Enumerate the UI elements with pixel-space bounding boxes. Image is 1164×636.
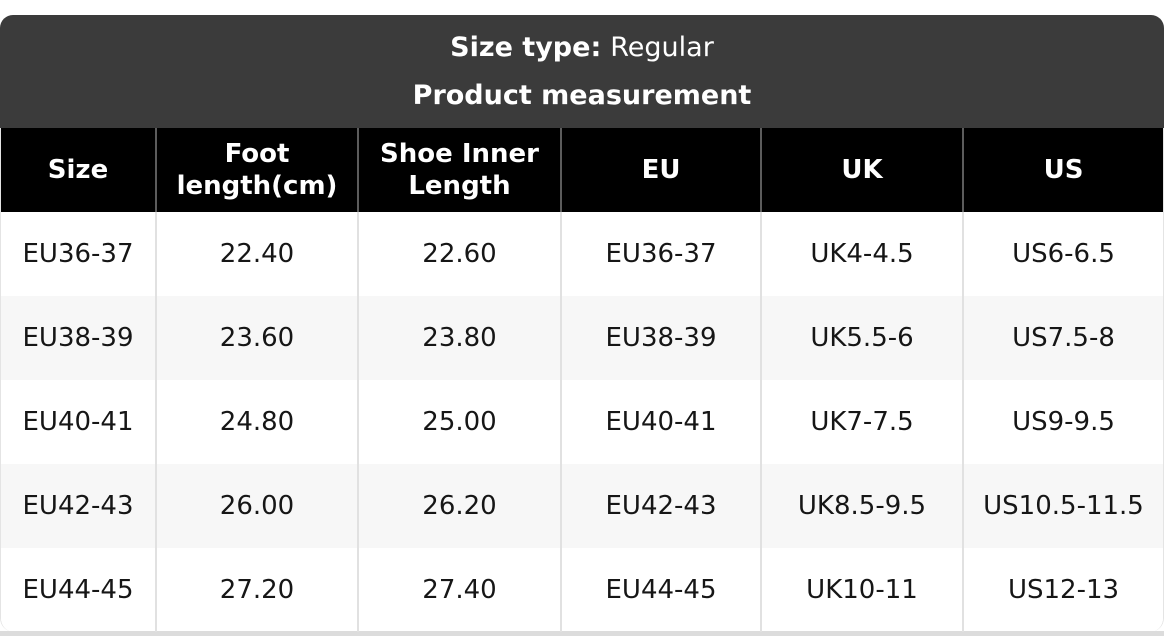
table-row: EU38-39 23.60 23.80 EU38-39 UK5.5-6 US7.… [1, 296, 1163, 380]
size-type-line: Size type: Regular [450, 32, 714, 63]
table-cell: EU44-45 [560, 548, 760, 632]
header-cell-uk: UK [760, 128, 962, 212]
table-cell: EU40-41 [22, 406, 134, 437]
table-cell: 23.60 [155, 296, 357, 380]
header-cell-shoe-inner-length: Shoe Inner Length [357, 128, 560, 212]
table-cell: 25.00 [357, 380, 560, 464]
size-table: Size Foot length(cm) Shoe Inner Length E… [0, 128, 1164, 632]
table-cell: UK8.5-9.5 [760, 464, 962, 548]
table-cell: US10.5-11.5 [962, 464, 1163, 548]
header-cell-eu: EU [560, 128, 760, 212]
table-cell: 26.20 [357, 464, 560, 548]
header-cell-foot-length: Foot length(cm) [155, 128, 357, 212]
table-cell: 26.00 [155, 464, 357, 548]
table-cell: EU44-45 [22, 574, 134, 605]
table-cell: US6-6.5 [962, 212, 1163, 296]
table-cell: UK7-7.5 [760, 380, 962, 464]
table-cell: EU42-43 [560, 464, 760, 548]
table-cell: US9-9.5 [962, 380, 1163, 464]
product-measurement-title: Product measurement [412, 79, 752, 111]
table-cell: US12-13 [962, 548, 1163, 632]
table-cell: US7.5-8 [962, 296, 1163, 380]
table-row: EU44-45 27.20 27.40 EU44-45 UK10-11 US12… [1, 548, 1163, 632]
bottom-divider [0, 631, 1164, 636]
table-body: EU36-37 22.40 22.60 EU36-37 UK4-4.5 US6-… [1, 212, 1163, 632]
table-cell: 27.20 [155, 548, 357, 632]
table-cell: 27.40 [357, 548, 560, 632]
table-cell: UK5.5-6 [760, 296, 962, 380]
table-cell: 22.60 [357, 212, 560, 296]
table-row: EU40-41 24.80 25.00 EU40-41 UK7-7.5 US9-… [1, 380, 1163, 464]
size-type-value: Regular [610, 32, 714, 64]
table-row: EU36-37 22.40 22.60 EU36-37 UK4-4.5 US6-… [1, 212, 1163, 296]
header-cell-size: Size [47, 154, 109, 185]
table-cell: UK4-4.5 [760, 212, 962, 296]
table-cell: EU36-37 [22, 238, 134, 269]
size-chart-banner: Size type: Regular Product measurement [0, 15, 1164, 128]
table-header-row: Size Foot length(cm) Shoe Inner Length E… [1, 128, 1163, 212]
table-row: EU42-43 26.00 26.20 EU42-43 UK8.5-9.5 US… [1, 464, 1163, 548]
table-cell: EU42-43 [22, 490, 134, 521]
header-cell-us: US [962, 128, 1163, 212]
table-cell: 23.80 [357, 296, 560, 380]
table-cell: EU36-37 [560, 212, 760, 296]
table-cell: EU38-39 [560, 296, 760, 380]
table-cell: 22.40 [155, 212, 357, 296]
table-cell: 24.80 [155, 380, 357, 464]
table-cell: EU40-41 [560, 380, 760, 464]
table-cell: UK10-11 [760, 548, 962, 632]
table-cell: EU38-39 [22, 322, 134, 353]
size-type-label: Size type: [450, 32, 602, 64]
